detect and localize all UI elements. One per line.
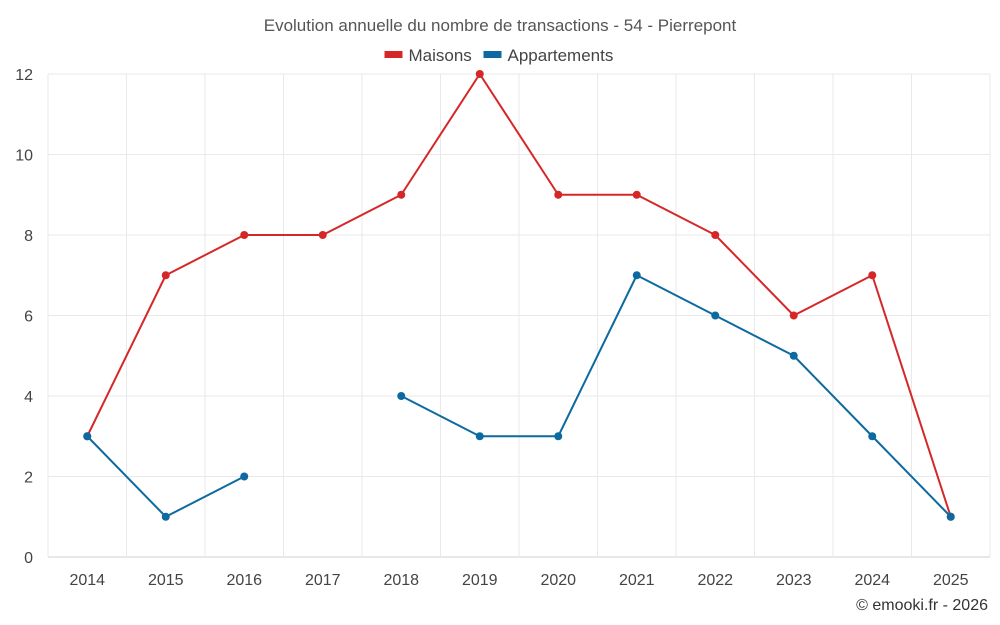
x-tick-label: 2020: [540, 572, 576, 589]
series-appartements: [83, 271, 955, 521]
y-tick-label: 4: [24, 389, 33, 406]
legend-swatch: [384, 51, 403, 58]
data-point[interactable]: [711, 231, 720, 239]
data-point[interactable]: [632, 271, 641, 280]
data-point[interactable]: [240, 231, 249, 239]
series-line: [86, 73, 952, 518]
data-point[interactable]: [946, 512, 955, 521]
data-point[interactable]: [868, 271, 877, 280]
data-point[interactable]: [711, 311, 720, 320]
x-tick-label: 2022: [697, 572, 733, 589]
x-tick-label: 2014: [69, 572, 105, 589]
y-tick-label: 10: [15, 148, 33, 165]
grid: [47, 73, 991, 558]
y-tick-label: 0: [24, 550, 33, 567]
x-tick-label: 2024: [854, 572, 890, 589]
x-axis-ticks: 2014 2015 2016 2017 2018 2019 2020 2021 2022 2023…: [69, 572, 968, 589]
data-point[interactable]: [554, 190, 563, 199]
y-tick-label: 6: [24, 309, 33, 326]
data-point[interactable]: [632, 190, 641, 199]
data-point[interactable]: [397, 392, 406, 400]
data-point[interactable]: [868, 432, 877, 441]
chart-title: Evolution annuelle du nombre de transact…: [264, 16, 737, 35]
data-point[interactable]: [397, 190, 406, 199]
data-point[interactable]: [318, 231, 327, 239]
series-layer: [83, 70, 955, 521]
y-tick-label: 2: [24, 470, 33, 487]
y-tick-label: 8: [24, 228, 33, 245]
legend: Maisons Appartements: [384, 46, 614, 65]
x-tick-label: 2016: [226, 572, 262, 589]
data-point[interactable]: [789, 351, 798, 360]
legend-label: Appartements: [508, 46, 614, 65]
x-tick-label: 2017: [305, 572, 341, 589]
y-tick-label: 12: [15, 67, 33, 84]
data-point[interactable]: [161, 512, 170, 521]
data-point[interactable]: [161, 271, 170, 280]
series-line: [400, 274, 952, 518]
x-tick-label: 2018: [383, 572, 419, 589]
data-point[interactable]: [475, 432, 484, 441]
x-tick-label: 2019: [462, 572, 498, 589]
data-point[interactable]: [83, 432, 92, 441]
legend-item-maisons[interactable]: Maisons: [384, 46, 472, 65]
legend-swatch: [483, 51, 502, 58]
y-axis-ticks: 0 2 4 6 8 10 12: [15, 67, 33, 567]
data-point[interactable]: [240, 472, 249, 481]
x-tick-label: 2015: [148, 572, 184, 589]
credit-text: © emooki.fr - 2026: [856, 597, 988, 614]
series-maisons: [83, 70, 955, 521]
data-point[interactable]: [554, 432, 563, 441]
legend-label: Maisons: [409, 46, 472, 65]
x-tick-label: 2021: [619, 572, 655, 589]
data-point[interactable]: [789, 311, 798, 320]
x-tick-label: 2025: [933, 572, 969, 589]
legend-item-appartements[interactable]: Appartements: [483, 46, 614, 65]
x-tick-label: 2023: [776, 572, 812, 589]
data-point[interactable]: [475, 70, 484, 78]
